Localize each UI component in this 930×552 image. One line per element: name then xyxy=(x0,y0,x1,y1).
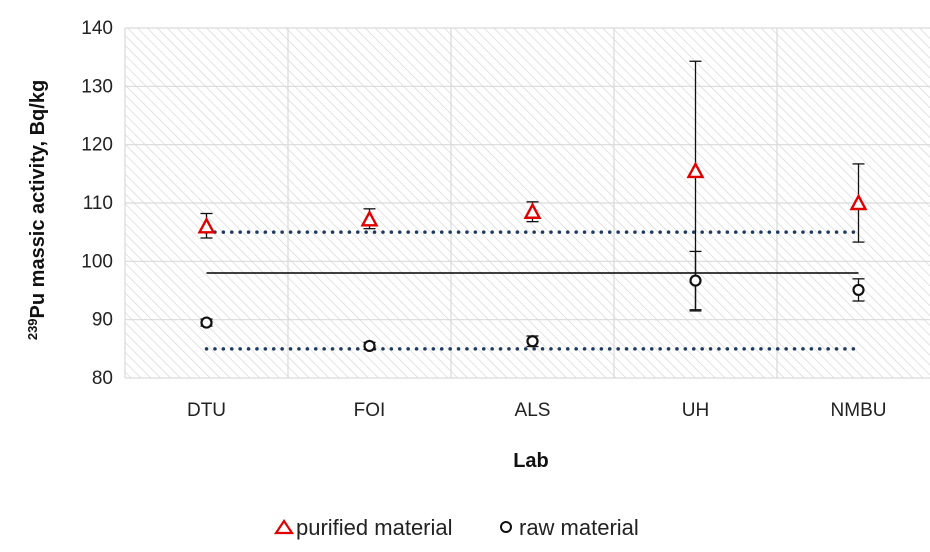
data-point-raw xyxy=(200,316,213,329)
data-point-purified xyxy=(360,209,379,227)
y-tick-label: 80 xyxy=(92,368,113,389)
legend-label-raw: raw material xyxy=(519,515,639,540)
data-point-raw xyxy=(852,283,865,297)
data-point-purified xyxy=(686,161,705,179)
legend-item-raw: raw material xyxy=(500,515,639,540)
y-axis-title: 239Pu massic activity, Bq/kg xyxy=(25,80,49,340)
x-tick-label: DTU xyxy=(187,400,226,421)
x-tick-label: ALS xyxy=(515,400,551,421)
legend-circle-marker xyxy=(500,521,512,533)
y-tick-label: 110 xyxy=(83,193,113,214)
x-tick-label: UH xyxy=(682,400,709,421)
x-tick-label: NMBU xyxy=(831,400,887,421)
legend-triangle-marker xyxy=(273,519,295,535)
data-point-raw xyxy=(689,274,702,287)
legend-label-purified: purified material xyxy=(296,515,453,540)
series xyxy=(197,60,868,353)
data-point-purified xyxy=(849,193,868,211)
y-axis-title-superscript: 239 xyxy=(25,318,40,340)
data-point-purified xyxy=(197,216,216,234)
y-tick-label: 130 xyxy=(81,76,113,97)
y-tick-label: 100 xyxy=(81,251,113,272)
axis-ticks: 80 90 100 110 120 130 140 DTU FOI ALS UH NMBU xyxy=(81,18,886,421)
grid xyxy=(124,27,930,379)
data-point-raw xyxy=(526,335,539,348)
y-tick-label: 140 xyxy=(81,18,113,39)
data-point-raw xyxy=(363,339,376,353)
data-point-purified xyxy=(523,202,542,219)
y-tick-label: 90 xyxy=(92,310,113,331)
legend: purified material raw material xyxy=(273,515,639,540)
legend-item-purified: purified material xyxy=(273,515,453,540)
reference-lines xyxy=(204,230,861,351)
x-tick-label: FOI xyxy=(354,400,386,421)
y-tick-label: 120 xyxy=(81,135,113,156)
y-axis-title-main: Pu massic activity, Bq/kg xyxy=(27,80,49,319)
x-axis-title: Lab xyxy=(513,450,549,472)
